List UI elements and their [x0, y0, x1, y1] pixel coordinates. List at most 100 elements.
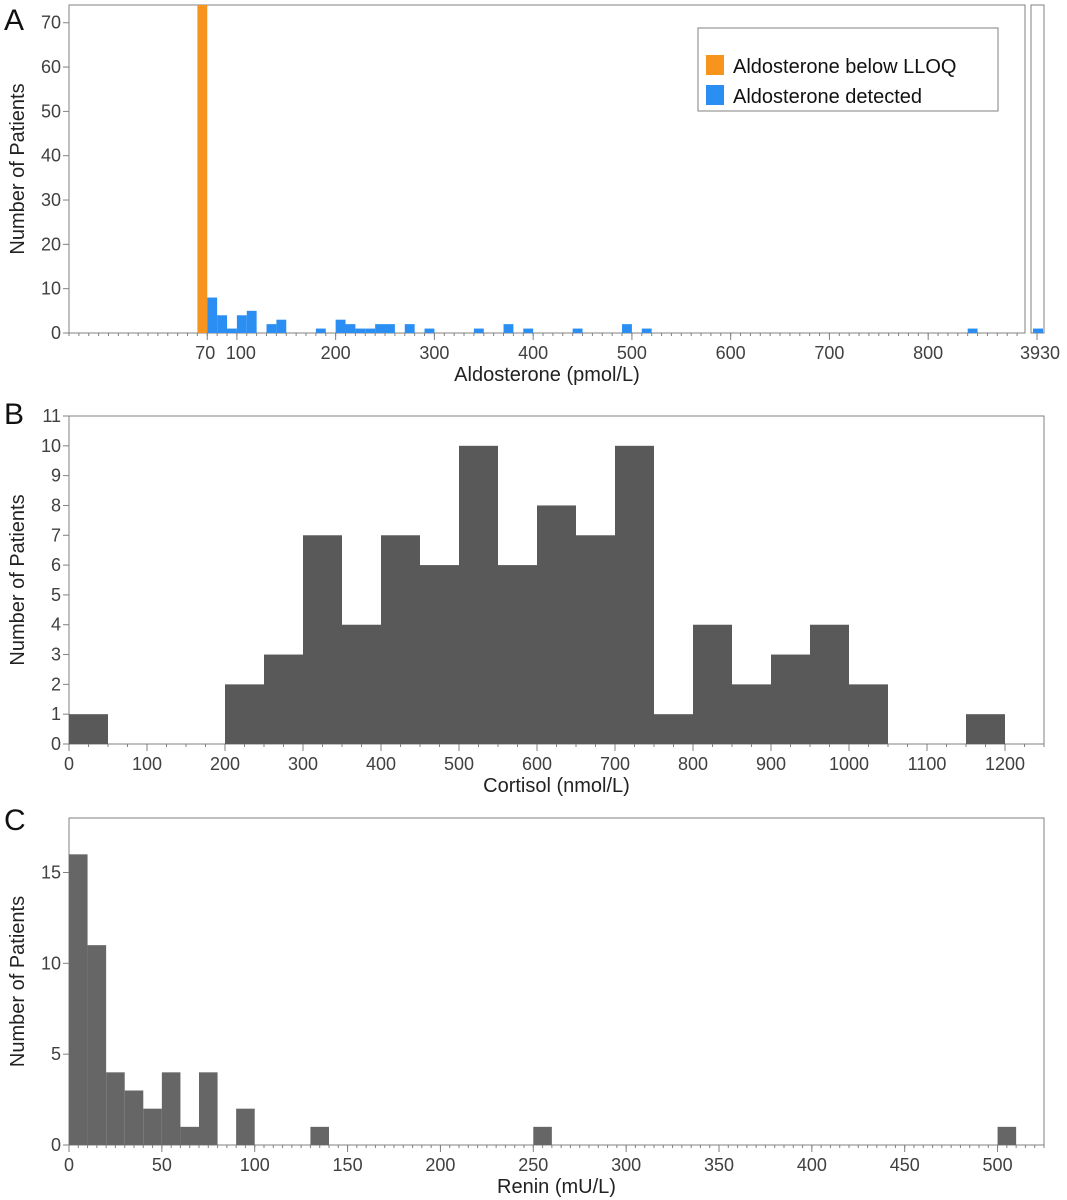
y-tick-label: 1 — [51, 704, 61, 724]
histogram-bar — [385, 324, 395, 333]
histogram-bar — [266, 324, 277, 333]
histogram-bar — [143, 1108, 162, 1145]
y-tick-label: 50 — [41, 101, 61, 121]
x-tick-label: 500 — [983, 1155, 1013, 1175]
histogram-bar — [615, 445, 654, 744]
histogram-bar — [180, 1126, 199, 1145]
histogram-bar — [537, 505, 576, 744]
x-tick-label: 800 — [678, 754, 708, 774]
histogram-bar — [310, 1126, 329, 1145]
y-axis-title: Number of Patients — [7, 83, 29, 254]
plot-frame — [68, 4, 1026, 334]
y-tick-label: 5 — [51, 1044, 61, 1064]
histogram-bar — [810, 624, 849, 744]
histogram-bar — [264, 654, 303, 744]
y-tick-label: 7 — [51, 525, 61, 545]
histogram-bar — [276, 319, 287, 333]
histogram-bar — [355, 328, 366, 333]
y-tick-label: 0 — [51, 323, 61, 343]
x-axis-title: Aldosterone (pmol/L) — [454, 364, 640, 386]
x-tick-label: 50 — [152, 1155, 172, 1175]
histogram-bar — [106, 1072, 125, 1145]
x-tick-label: 70 — [195, 343, 215, 363]
legend-swatch — [706, 55, 724, 75]
broken-axis-box — [1030, 4, 1045, 334]
histogram-bar — [227, 328, 237, 333]
y-tick-label: 30 — [41, 190, 61, 210]
x-axis-title: Renin (mU/L) — [497, 1176, 616, 1198]
x-tick-label: 500 — [444, 754, 474, 774]
histogram-bar — [225, 684, 264, 744]
histogram-bar — [236, 315, 247, 333]
histogram-bar — [381, 535, 420, 744]
histogram-bar — [654, 714, 693, 744]
histogram-bar — [420, 565, 459, 744]
x-tick-label: 150 — [333, 1155, 363, 1175]
histogram-bar — [473, 328, 484, 333]
x-tick-label: 0 — [64, 1155, 74, 1175]
y-tick-label: 5 — [51, 585, 61, 605]
histogram-bar — [533, 1126, 552, 1145]
histogram-bar — [459, 445, 498, 744]
y-tick-label: 10 — [41, 436, 61, 456]
histogram-bar — [693, 624, 732, 744]
histogram-bar — [732, 684, 771, 744]
y-tick-label: 0 — [51, 734, 61, 754]
y-tick-label: 70 — [41, 13, 61, 33]
x-tick-label: 250 — [518, 1155, 548, 1175]
y-axis-title: Number of Patients — [7, 896, 29, 1067]
y-tick-label: 8 — [51, 495, 61, 515]
y-tick-label: 4 — [51, 615, 61, 635]
histogram-bar — [572, 328, 583, 333]
x-tick-label: 900 — [756, 754, 786, 774]
histogram-bar — [849, 684, 888, 744]
x-tick-label-broken: 3930 — [1020, 343, 1060, 363]
x-tick-label: 800 — [913, 343, 943, 363]
legend-box — [697, 27, 999, 112]
x-tick-label: 300 — [419, 343, 449, 363]
x-tick-label: 200 — [210, 754, 240, 774]
legend: Aldosterone below LLOQ Aldosterone detect… — [697, 27, 999, 112]
x-tick-label: 1100 — [908, 754, 947, 774]
panel-letter-a: A — [4, 4, 24, 37]
x-tick-label: 350 — [704, 1155, 734, 1175]
y-axis-title: Number of Patients — [7, 494, 29, 665]
legend-swatch — [706, 85, 724, 105]
histogram-bar — [217, 315, 228, 333]
histogram-bar — [997, 1126, 1017, 1145]
histogram-bar — [1033, 328, 1043, 333]
x-tick-label: 100 — [226, 343, 256, 363]
histogram-bar — [342, 624, 381, 744]
histogram-bar — [207, 297, 218, 333]
y-tick-label: 3 — [51, 645, 61, 665]
x-tick-label: 600 — [716, 343, 746, 363]
x-tick-label: 500 — [617, 343, 647, 363]
histogram-bar — [246, 310, 257, 333]
histogram-bar — [365, 328, 376, 333]
y-tick-label: 9 — [51, 466, 61, 486]
x-tick-label: 400 — [797, 1155, 827, 1175]
histogram-bar — [375, 324, 386, 333]
y-tick-label: 15 — [41, 863, 61, 883]
histogram-bar — [199, 1072, 218, 1145]
x-tick-label: 450 — [890, 1155, 920, 1175]
x-tick-label: 100 — [132, 754, 162, 774]
x-tick-label: 200 — [321, 343, 351, 363]
histogram-bar — [641, 328, 652, 333]
x-tick-label: 300 — [288, 754, 318, 774]
x-tick-label: 700 — [814, 343, 844, 363]
x-tick-label: 400 — [366, 754, 396, 774]
x-tick-label: 700 — [600, 754, 630, 774]
panel-b: B 0 1 2 3 4 5 6 7 8 9 10 11 0 100 200 300 400 500 600 700 800… — [4, 398, 1045, 797]
histogram-bar — [404, 324, 415, 333]
histogram-bar — [161, 1072, 181, 1145]
histogram-bar — [576, 535, 615, 744]
x-tick-label: 100 — [240, 1155, 270, 1175]
histogram-bar — [523, 328, 534, 333]
histogram-bar — [69, 714, 108, 744]
legend-label: Aldosterone below LLOQ — [733, 56, 956, 78]
y-tick-label: 11 — [42, 406, 61, 426]
x-tick-label: 1000 — [829, 754, 869, 774]
histogram-bar — [967, 328, 978, 333]
